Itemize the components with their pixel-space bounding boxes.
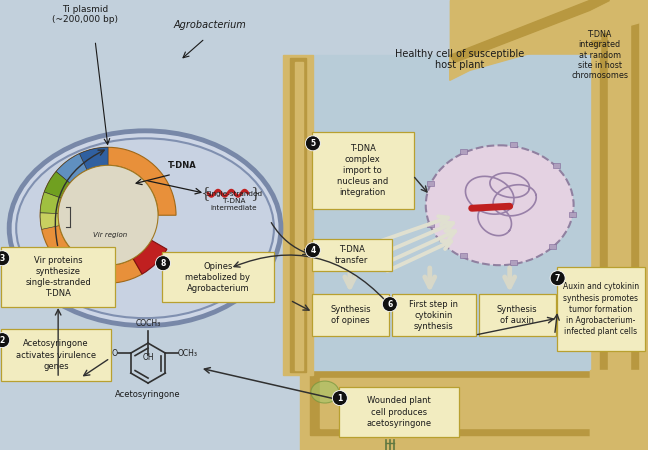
Text: T-DNA
complex
import to
nucleus and
integration: T-DNA complex import to nucleus and inte… [337, 144, 388, 198]
Polygon shape [450, 0, 647, 81]
Bar [590, 370, 647, 450]
Wedge shape [133, 240, 167, 274]
Wedge shape [40, 192, 61, 213]
FancyBboxPatch shape [392, 294, 476, 336]
Text: 3: 3 [0, 254, 5, 263]
FancyBboxPatch shape [162, 252, 274, 302]
Text: {: { [200, 186, 210, 200]
Circle shape [0, 333, 10, 347]
Text: }: } [250, 186, 260, 200]
Text: 1: 1 [337, 394, 343, 403]
Text: Wounded plant
cell produces
acetosyringone: Wounded plant cell produces acetosyringo… [366, 396, 432, 427]
FancyBboxPatch shape [312, 239, 392, 271]
Text: Synthesis
of auxin: Synthesis of auxin [497, 305, 537, 325]
Circle shape [156, 256, 170, 271]
Circle shape [305, 136, 320, 151]
Text: T-DNA
transfer: T-DNA transfer [335, 245, 369, 265]
Bar [570, 212, 577, 216]
Circle shape [382, 297, 397, 312]
Circle shape [0, 251, 10, 266]
Ellipse shape [9, 131, 281, 326]
Bar [590, 0, 647, 450]
Wedge shape [44, 171, 70, 198]
Text: Agrobacterium: Agrobacterium [174, 20, 246, 31]
Text: 2: 2 [0, 336, 5, 345]
Text: Vir proteins
synthesize
single-stranded
T-DNA: Vir proteins synthesize single-stranded … [25, 256, 91, 298]
Bar [310, 370, 647, 435]
Text: 7: 7 [555, 274, 561, 283]
Bar [599, 0, 638, 450]
Text: 8: 8 [160, 259, 166, 268]
Wedge shape [56, 153, 87, 183]
Wedge shape [80, 147, 108, 170]
Circle shape [332, 391, 347, 405]
Text: First step in
cytokinin
synthesis: First step in cytokinin synthesis [410, 300, 458, 331]
FancyBboxPatch shape [312, 294, 389, 336]
Bar [295, 63, 303, 370]
Ellipse shape [311, 381, 339, 403]
Text: Synthesis
of opines: Synthesis of opines [330, 305, 371, 325]
Text: Opines
metabolized by
Agrobacterium: Opines metabolized by Agrobacterium [185, 261, 251, 293]
Bar [459, 9, 599, 46]
FancyBboxPatch shape [1, 247, 115, 307]
Bar [509, 260, 516, 265]
Text: Vir region: Vir region [93, 232, 127, 238]
Text: T-DNA: T-DNA [168, 161, 196, 170]
Bar [459, 253, 467, 258]
Bar [549, 243, 556, 249]
Polygon shape [450, 0, 610, 63]
Text: Auxin and cytokinin
synthesis promotes
tumor formation
in Agrobacterium-
infecte: Auxin and cytokinin synthesis promotes t… [562, 283, 639, 336]
Bar [450, 0, 599, 55]
FancyBboxPatch shape [312, 132, 414, 209]
Text: 6: 6 [388, 300, 393, 309]
Bar [290, 58, 306, 372]
Bar [509, 142, 516, 147]
Bar [0, 0, 283, 450]
Bar [427, 181, 434, 186]
Text: 4: 4 [310, 246, 316, 255]
Ellipse shape [16, 138, 274, 318]
Bar [470, 14, 599, 40]
Polygon shape [450, 0, 590, 55]
Circle shape [58, 165, 158, 265]
Text: OCH₃: OCH₃ [178, 349, 198, 358]
Wedge shape [40, 213, 59, 230]
Text: Acetosyringone: Acetosyringone [115, 390, 181, 399]
Bar [283, 55, 313, 375]
Bar [459, 149, 467, 154]
Circle shape [550, 271, 565, 286]
Text: 5: 5 [310, 139, 316, 148]
Text: Single-stranded
T-DNA
intermediate: Single-stranded T-DNA intermediate [205, 191, 262, 211]
Text: CH₃O: CH₃O [98, 349, 119, 358]
Circle shape [305, 243, 320, 258]
Bar [300, 370, 647, 450]
Bar [320, 378, 647, 428]
Text: COCH₃: COCH₃ [135, 319, 161, 328]
Text: T-DNA
integrated
at random
site in host
chromosomes: T-DNA integrated at random site in host … [571, 30, 628, 81]
FancyBboxPatch shape [1, 329, 111, 381]
Ellipse shape [426, 145, 573, 265]
FancyBboxPatch shape [339, 387, 459, 437]
Text: OH: OH [143, 353, 154, 362]
FancyBboxPatch shape [557, 267, 645, 351]
Bar [553, 163, 561, 168]
Bar [608, 0, 630, 450]
FancyBboxPatch shape [479, 294, 555, 336]
Text: Ti plasmid
(~200,000 bp): Ti plasmid (~200,000 bp) [52, 5, 118, 24]
Text: Acetosyringone
activates virulence
genes: Acetosyringone activates virulence genes [16, 339, 96, 371]
Wedge shape [40, 147, 176, 283]
Text: Healthy cell of susceptible
host plant: Healthy cell of susceptible host plant [395, 49, 524, 70]
Bar [427, 222, 434, 227]
Bar [313, 55, 590, 370]
